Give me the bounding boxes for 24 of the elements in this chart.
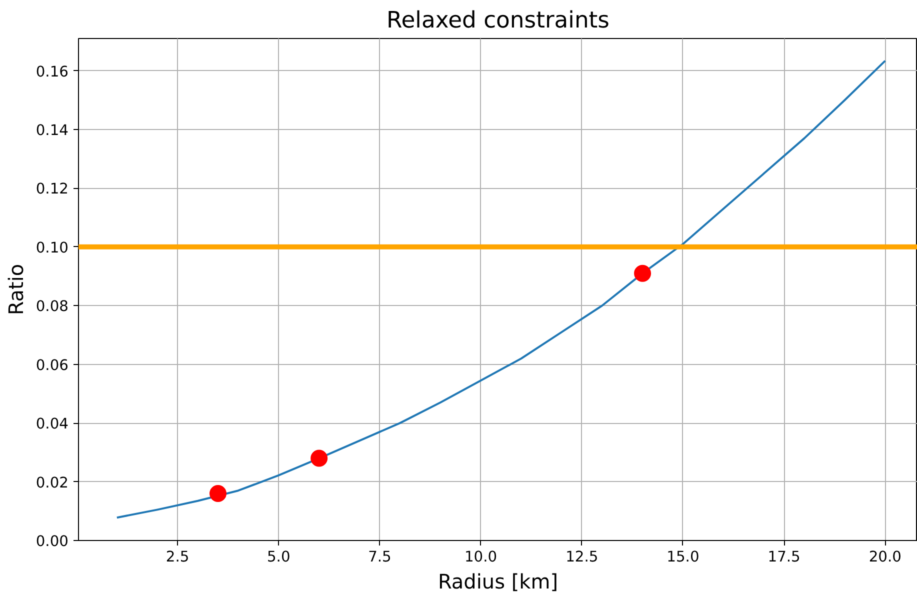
y-tick-label: 0.00 xyxy=(36,533,69,550)
x-tick-label: 7.5 xyxy=(368,548,392,566)
x-tick-label: 17.5 xyxy=(768,548,800,566)
point xyxy=(634,264,652,282)
x-tick-label: 2.5 xyxy=(166,548,190,566)
y-tick-label: 0.08 xyxy=(36,298,69,316)
y-tick-label: 0.12 xyxy=(36,180,69,198)
point xyxy=(209,485,226,502)
x-tick-label: 20.0 xyxy=(868,548,902,566)
y-tick-label: 0.06 xyxy=(36,356,69,374)
y-tick-label: 0.02 xyxy=(36,474,69,492)
y-axis-title: Ratio xyxy=(4,264,28,316)
y-tick-label: 0.16 xyxy=(36,63,69,80)
y-tick-label: 0.14 xyxy=(36,122,69,140)
chart-title: Relaxed constraints xyxy=(386,8,610,34)
x-tick-label: 15.0 xyxy=(666,548,700,566)
y-tick-label: 0.10 xyxy=(36,239,69,256)
line-series xyxy=(116,60,886,519)
x-tick-label: 10.0 xyxy=(464,548,498,566)
x-tick-label: 12.5 xyxy=(566,548,598,566)
point xyxy=(310,450,328,467)
x-tick-label: 5.0 xyxy=(266,548,290,566)
x-axis-title: Radius [km] xyxy=(438,570,558,594)
y-tick-label: 0.04 xyxy=(36,416,69,433)
